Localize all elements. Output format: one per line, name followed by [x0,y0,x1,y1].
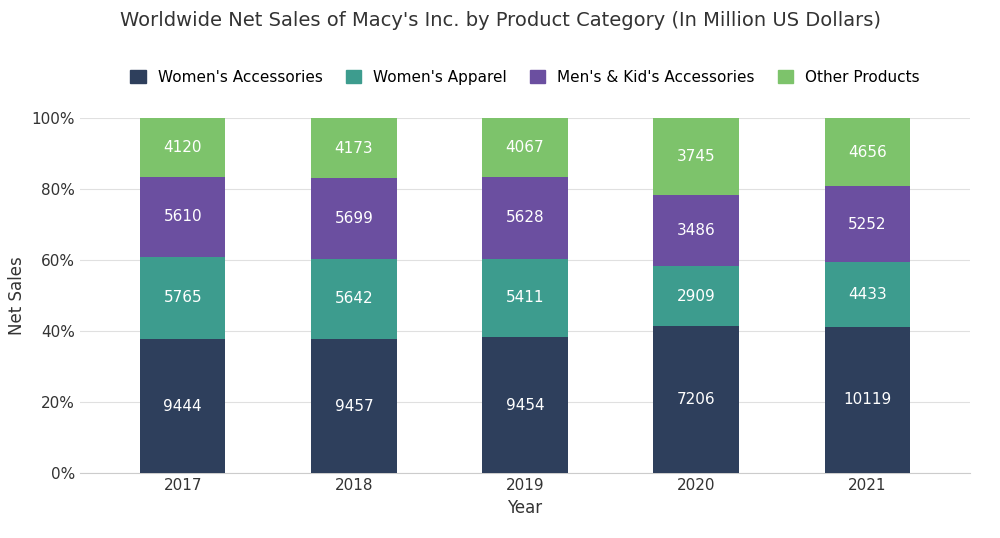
Text: 5765: 5765 [163,291,202,306]
Text: 4433: 4433 [848,287,887,302]
Bar [140,118,225,177]
Text: 5628: 5628 [506,210,544,225]
Bar [140,177,225,257]
Bar [311,259,397,339]
Bar [482,118,568,177]
Text: 5411: 5411 [506,290,544,305]
Bar [825,118,910,186]
Text: 4656: 4656 [848,145,887,160]
Text: 5252: 5252 [848,217,887,231]
Y-axis label: Net Sales: Net Sales [8,257,26,335]
Text: 3745: 3745 [677,149,715,164]
Text: 4173: 4173 [335,140,373,155]
Bar [140,257,225,339]
Text: Worldwide Net Sales of Macy's Inc. by Product Category (In Million US Dollars): Worldwide Net Sales of Macy's Inc. by Pr… [120,11,881,30]
Text: 7206: 7206 [677,392,715,407]
Bar [825,327,910,473]
X-axis label: Year: Year [507,499,543,517]
Bar [482,259,568,337]
Bar [653,195,739,266]
Text: 3486: 3486 [677,223,716,238]
Bar [653,326,739,473]
Text: 5642: 5642 [335,292,373,306]
Legend: Women's Accessories, Women's Apparel, Men's & Kid's Accessories, Other Products: Women's Accessories, Women's Apparel, Me… [123,62,927,93]
Bar [482,177,568,259]
Text: 9454: 9454 [506,398,544,413]
Text: 9457: 9457 [335,399,373,414]
Bar [311,178,397,259]
Bar [140,339,225,473]
Text: 10119: 10119 [843,393,891,407]
Bar [653,118,739,195]
Bar [653,266,739,326]
Bar [311,339,397,473]
Text: 4067: 4067 [506,140,544,155]
Text: 4120: 4120 [163,140,202,155]
Text: 9444: 9444 [163,399,202,414]
Text: 5699: 5699 [334,211,373,226]
Text: 5610: 5610 [163,209,202,224]
Bar [311,118,397,178]
Bar [825,262,910,327]
Bar [482,337,568,473]
Text: 2909: 2909 [677,289,716,303]
Bar [825,186,910,262]
